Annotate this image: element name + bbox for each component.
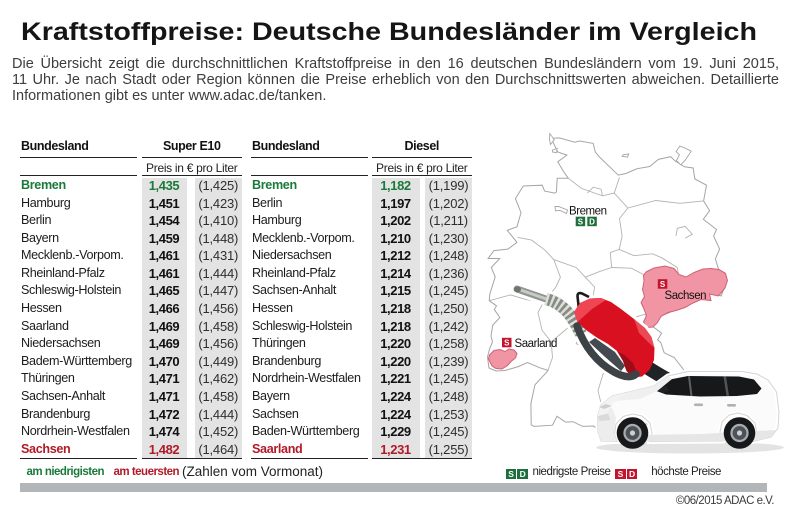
svg-text:S: S <box>578 217 584 226</box>
svg-text:Sachsen: Sachsen <box>665 290 707 302</box>
svg-text:Saarland: Saarland <box>515 338 557 350</box>
svg-text:S: S <box>504 339 510 348</box>
svg-text:D: D <box>589 217 595 226</box>
svg-text:S: S <box>660 280 666 289</box>
svg-text:Bremen: Bremen <box>569 206 607 218</box>
